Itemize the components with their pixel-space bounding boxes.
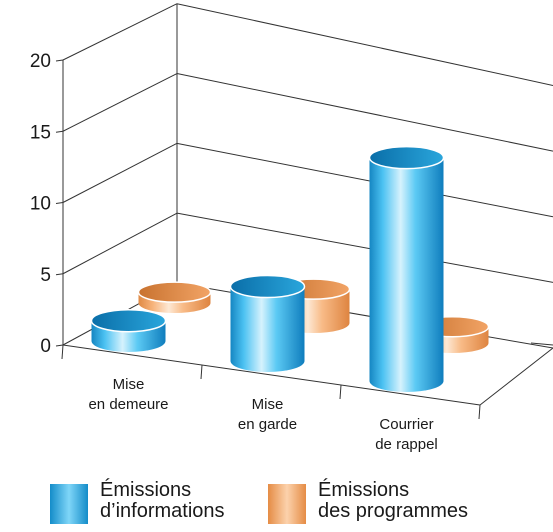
tick-mark-15 [55, 130, 64, 133]
y-tick-label: 20 [30, 51, 51, 72]
legend-label-programmes-line1: Émissions [318, 479, 410, 501]
legend-label-informations-line2: d’informations [100, 500, 225, 522]
tick-mark-20 [55, 59, 64, 62]
x-tick-mark [200, 364, 203, 380]
gridline-back-5 [176, 212, 553, 283]
bar-informations-2-top [368, 145, 445, 170]
y-axis-ticks: 0 5 10 15 20 [30, 51, 64, 357]
tick-mark-10 [55, 202, 64, 204]
bar-informations-0 [90, 308, 167, 352]
category-label-line1: Mise [113, 376, 145, 393]
bar-informations-1-top [229, 274, 306, 299]
floor-right-edge [479, 347, 553, 406]
bar-informations-2-side [369, 157, 444, 392]
bars [90, 145, 490, 392]
x-tick-mark [339, 384, 342, 400]
legend-label-informations-line1: Émissions [100, 479, 192, 501]
gridline-back-15 [176, 73, 553, 152]
bar-programmes-0 [137, 281, 212, 313]
tick-mark-0 [55, 344, 64, 347]
category-label-line1: Courrier [379, 416, 433, 433]
y-tick-label: 10 [30, 194, 51, 215]
grid-lines [62, 3, 553, 406]
bar-programmes-0-top [137, 281, 212, 303]
bar-chart-3d: 0 5 10 15 20 Mise en demeure Mise en garde Courr… [30, 3, 553, 453]
category-label-line2: de rappel [375, 436, 438, 453]
bar-informations-1-side [230, 286, 305, 373]
tick-mark-5 [55, 273, 64, 276]
gridline-left-5 [62, 212, 178, 275]
bar-informations-2 [368, 145, 445, 392]
y-tick-label: 0 [40, 336, 51, 357]
floor-back-edge [530, 342, 553, 346]
x-axis-line [62, 344, 481, 406]
gridline-back-20 [176, 3, 553, 86]
y-tick-label: 15 [30, 122, 51, 143]
gridline-left-15 [62, 73, 178, 132]
bar-informations-0-top [90, 308, 167, 333]
gridline-left-20 [62, 3, 178, 61]
y-tick-label: 5 [40, 265, 51, 286]
category-label-line1: Mise [252, 396, 284, 413]
legend-label-programmes-line2: des programmes [318, 500, 469, 522]
bar-informations-1 [229, 274, 306, 373]
x-tick-mark [61, 344, 64, 360]
category-label-line2: en garde [238, 416, 297, 433]
x-tick-mark [478, 404, 481, 420]
legend-swatch-programmes [268, 484, 306, 524]
gridline-back-10 [176, 142, 553, 218]
gridline-left-10 [62, 142, 178, 203]
x-axis-categories: Mise en demeure Mise en garde Courrier de rap… [61, 344, 481, 453]
category-label-line2: en demeure [88, 396, 168, 413]
legend-swatch-informations [50, 484, 88, 524]
